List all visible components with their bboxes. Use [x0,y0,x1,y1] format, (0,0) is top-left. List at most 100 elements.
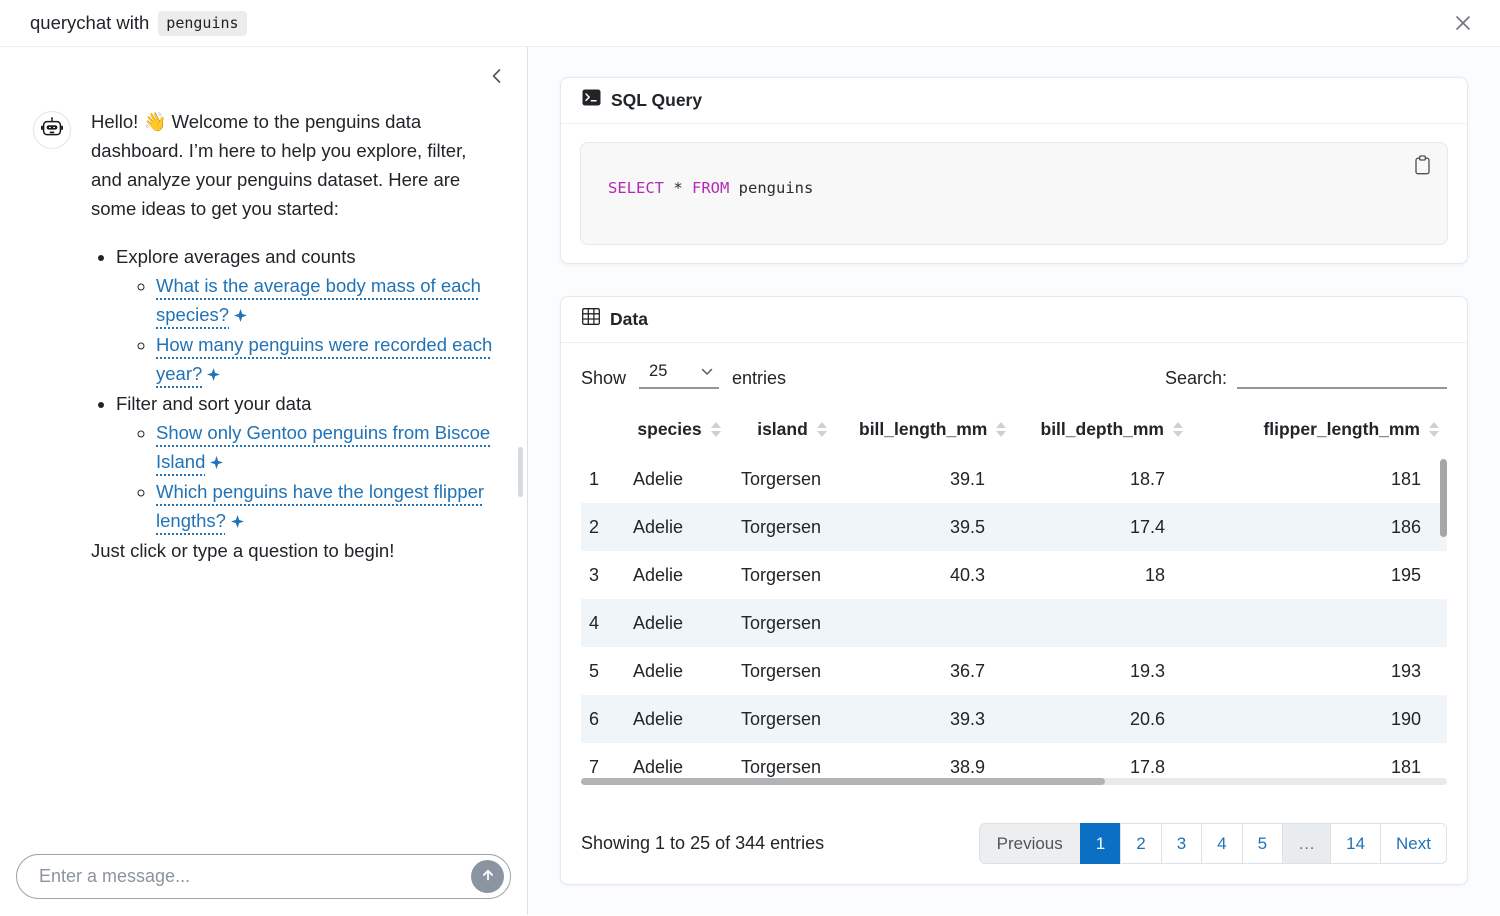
column-header-bill_length_mm[interactable]: bill_length_mm [851,413,1011,455]
column-header-index [581,413,625,455]
column-header-flipper_length_mm[interactable]: flipper_length_mm [1191,413,1447,455]
table-cell: 18 [1144,564,1165,585]
close-button[interactable] [1448,8,1478,38]
page-button-1[interactable]: 1 [1079,823,1122,864]
table-cell: 39.5 [949,516,985,537]
sort-arrows-icon [1173,422,1183,437]
column-header-island[interactable]: island [733,413,851,455]
chat-input-container [16,854,511,899]
data-card-title: Data [610,308,648,329]
main-content: SQL Query SELECT * FROM penguins Data Sh… [528,47,1500,915]
window-titlebar: querychat with penguins [0,0,1500,47]
table-cell: Torgersen [741,516,822,537]
arrow-up-icon [479,866,497,887]
row-index: 2 [589,516,600,537]
page-button-14[interactable]: 14 [1330,823,1382,864]
table-row: 6 Adelie Torgersen 39.3 20.6 190 [581,695,1447,743]
page-button-…: … [1282,823,1332,864]
sql-card-header: SQL Query [561,78,1467,124]
search-label: Search: [1164,368,1227,388]
column-label: bill_depth_mm [1040,419,1165,439]
page-length-control: Show 25 entries [581,362,786,389]
table-cell: Torgersen [741,756,822,777]
sort-arrows-icon [996,422,1007,437]
sidebar-resize-handle[interactable] [518,447,523,497]
list-item: What is the average body mass of each sp… [156,271,493,330]
suggestion-link-avg-body-mass[interactable]: What is the average body mass of each sp… [156,275,481,325]
send-button[interactable] [471,860,504,893]
table-cell: Adelie [633,708,684,729]
sparkle-icon [230,507,244,536]
table-cell: 193 [1390,660,1421,681]
table-cell: 195 [1390,564,1421,585]
table-cell: 17.8 [1129,756,1165,777]
horizontal-scrollbar-track[interactable] [581,778,1447,785]
suggestion-group: Explore averages and counts What is the … [116,242,493,389]
table-cell: Torgersen [741,564,822,585]
column-header-bill_depth_mm[interactable]: bill_depth_mm [1011,413,1191,455]
search-input[interactable] [1237,363,1447,389]
page-button-2[interactable]: 2 [1120,823,1162,864]
sql-query-card: SQL Query SELECT * FROM penguins [560,77,1468,264]
page-button-3[interactable]: 3 [1160,823,1203,864]
horizontal-scrollbar-thumb[interactable] [581,778,1105,785]
close-icon [1452,16,1474,37]
table-cell: 18.7 [1129,468,1165,489]
row-index: 4 [589,612,600,633]
data-card-header: Data [561,297,1467,343]
suggestion-link-longest-flippers[interactable]: Which penguins have the longest flipper … [156,481,485,531]
table-cell [851,599,1011,647]
table-row: 2 Adelie Torgersen 39.5 17.4 186 [581,503,1447,551]
suggestion-group: Filter and sort your data Show only Gent… [116,389,493,536]
table-cell: Adelie [633,468,684,489]
sql-keyword: SELECT [608,179,664,197]
sparkle-icon [207,360,221,389]
column-header-species[interactable]: species [625,413,733,455]
closing-text: Just click or type a question to begin! [91,540,395,561]
table-cell: Adelie [633,564,684,585]
sql-card-body: SELECT * FROM penguins [561,124,1467,263]
vertical-scrollbar-thumb[interactable] [1440,459,1447,537]
sql-text: * [664,179,692,197]
suggestion-link-penguins-per-year[interactable]: How many penguins were recorded each yea… [156,334,493,384]
row-index: 7 [589,756,600,777]
data-card-body: Show 25 entries Search: [561,343,1467,884]
assistant-message: Hello! 👋 Welcome to the penguins data da… [33,107,497,565]
suggestion-link-gentoo-biscoe[interactable]: Show only Gentoo penguins from Biscoe Is… [156,422,491,472]
page-button-5[interactable]: 5 [1241,823,1284,864]
page-button-next[interactable]: Next [1380,823,1447,864]
row-index: 5 [589,660,600,681]
page-size-select[interactable]: 25 [639,362,720,389]
table-cell: Adelie [633,612,684,633]
sql-card-title: SQL Query [611,89,703,110]
table-cell: Torgersen [741,708,822,729]
table-cell: 39.1 [949,468,985,489]
column-label: species [637,419,702,439]
chat-message-input[interactable] [37,865,463,888]
suggestion-group-label: Filter and sort your data [116,393,312,414]
terminal-icon [582,89,601,111]
chevron-left-icon [489,69,505,88]
table-cell: 20.6 [1129,708,1165,729]
list-item: Show only Gentoo penguins from Biscoe Is… [156,418,493,477]
table-cell: 186 [1390,516,1421,537]
table-cell: Adelie [633,516,684,537]
page-button-previous[interactable]: Previous [978,823,1081,864]
suggestion-links: Show only Gentoo penguins from Biscoe Is… [116,418,493,536]
title-text: querychat with [30,12,150,33]
table-cell: 19.3 [1129,660,1165,681]
assistant-message-body: Hello! 👋 Welcome to the penguins data da… [91,107,493,565]
suggestion-links: What is the average body mass of each sp… [116,271,493,389]
sidebar-collapse-button[interactable] [487,63,507,89]
clipboard-icon [1414,155,1431,178]
page-button-4[interactable]: 4 [1201,823,1243,864]
table-cell: Torgersen [741,612,822,633]
table-cell [1011,599,1191,647]
greeting-text: Hello! 👋 Welcome to the penguins data da… [91,111,467,219]
column-label: flipper_length_mm [1263,419,1420,439]
table-body: 1 Adelie Torgersen 39.1 18.7 181 2 Adelie Torger… [581,455,1447,785]
entries-summary: Showing 1 to 25 of 344 entries [581,833,825,853]
row-index: 6 [589,708,600,729]
copy-button[interactable] [1411,152,1434,178]
sparkle-icon [234,301,248,330]
